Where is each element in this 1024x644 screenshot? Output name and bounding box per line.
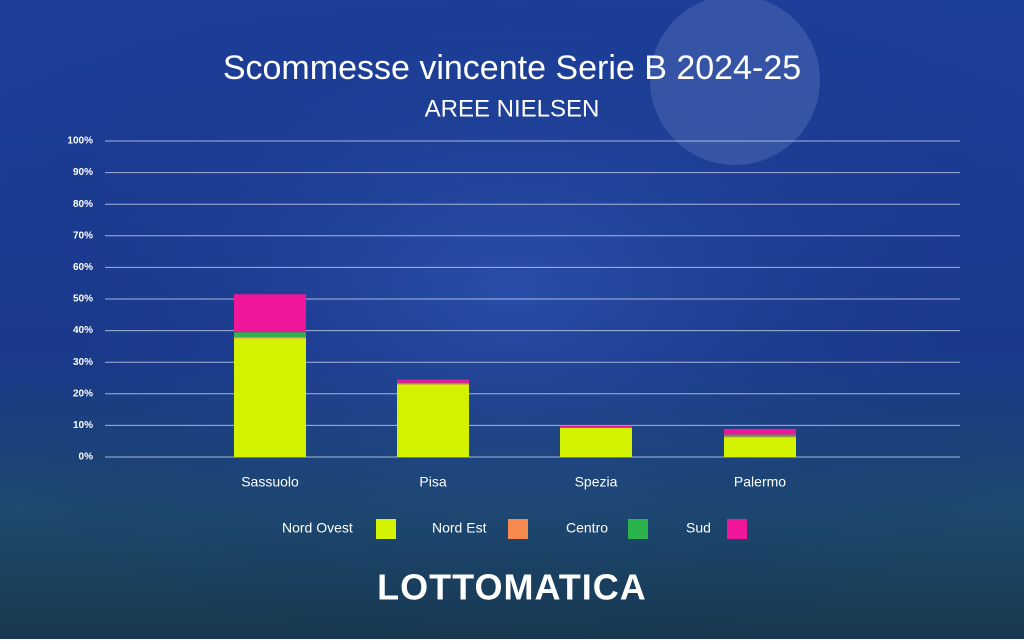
bar-segment — [234, 332, 306, 337]
bar-segment — [724, 429, 796, 435]
legend-label: Centro — [566, 520, 608, 536]
legend-label: Sud — [686, 520, 711, 536]
legend-label: Nord Ovest — [282, 520, 353, 536]
y-tick-label: 70% — [73, 230, 93, 241]
bar-segment — [397, 383, 469, 384]
bar-segment — [560, 426, 632, 428]
y-tick-label: 40% — [73, 325, 93, 336]
y-tick-label: 50% — [73, 294, 93, 305]
y-tick-label: 80% — [73, 199, 93, 210]
legend-swatch — [376, 519, 396, 539]
y-tick-label: 10% — [73, 420, 93, 431]
y-tick-label: 60% — [73, 262, 93, 273]
bar-segment — [724, 436, 796, 437]
y-tick-label: 90% — [73, 167, 93, 178]
y-tick-label: 30% — [73, 357, 93, 368]
bar-segment — [397, 384, 469, 457]
brand-logo: LOTTOMATICA — [377, 567, 647, 608]
bar-segment — [724, 435, 796, 437]
y-tick-label: 20% — [73, 388, 93, 399]
legend-swatch — [508, 519, 528, 539]
y-tick-label: 100% — [67, 136, 93, 147]
bar-segment — [234, 337, 306, 339]
bar-segment — [397, 383, 469, 384]
bar-segment — [234, 339, 306, 458]
y-tick-label: 0% — [79, 452, 94, 463]
x-tick-label: Sassuolo — [241, 474, 299, 490]
chart-subtitle: AREE NIELSEN — [425, 95, 600, 122]
x-tick-label: Palermo — [734, 474, 786, 490]
chart-title: Scommesse vincente Serie B 2024-25 — [223, 49, 801, 87]
x-tick-label: Pisa — [419, 474, 446, 490]
bar-segment — [234, 294, 306, 332]
bar-segment — [724, 437, 796, 457]
legend-swatch — [628, 519, 648, 539]
legend-label: Nord Est — [432, 520, 487, 536]
bar-segment — [560, 428, 632, 457]
bar-segment — [397, 380, 469, 383]
x-tick-label: Spezia — [575, 474, 618, 490]
legend-swatch — [727, 519, 747, 539]
